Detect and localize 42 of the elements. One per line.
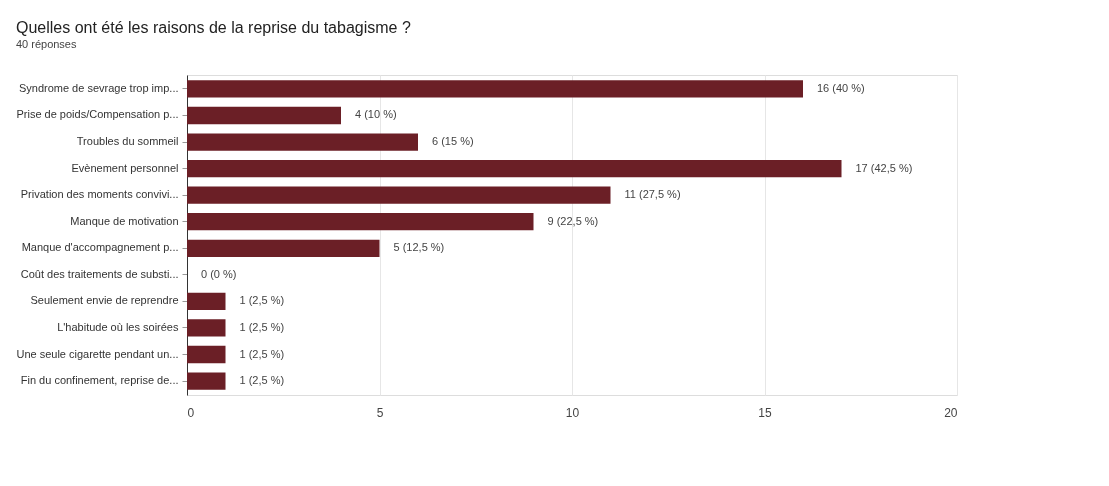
y-tick-label: Fin du confinement, reprise de...	[20, 374, 179, 387]
data-label: 6 (15 %)	[432, 135, 474, 148]
data-label: 1 (2,5 %)	[239, 347, 285, 360]
bar	[187, 319, 226, 337]
y-tick-label: Une seule cigarette pendant un...	[16, 347, 179, 360]
y-tick-label: Coût des traitements de substi...	[20, 267, 179, 280]
data-label: 1 (2,5 %)	[239, 374, 285, 387]
y-tick-label: Seulement envie de reprendre	[30, 294, 179, 307]
text: 40 réponses	[15, 38, 77, 50]
bar	[187, 345, 226, 364]
data-label: 5 (12,5 %)	[393, 241, 445, 254]
y-tick-label: Troubles du sommeil	[76, 135, 179, 148]
bar	[187, 133, 418, 151]
data-label: 11 (27,5 %)	[624, 188, 681, 201]
bar	[187, 239, 380, 257]
bar	[187, 186, 611, 204]
x-tick-label: 15	[758, 405, 772, 420]
bar	[187, 80, 803, 98]
y-tick-label: Syndrome de sevrage trop imp...	[18, 81, 179, 94]
x-tick-label: 20	[944, 405, 958, 420]
data-label: 16 (40 %)	[817, 81, 865, 94]
x-tick-label: 0	[187, 405, 195, 420]
x-tick-label: 10	[565, 405, 580, 420]
data-label: 1 (2,5 %)	[239, 320, 285, 333]
data-label: 1 (2,5 %)	[239, 294, 285, 307]
data-label: 4 (10 %)	[355, 108, 397, 121]
data-label: 0 (0 %)	[201, 267, 237, 280]
bar	[187, 372, 226, 390]
bar	[187, 213, 534, 231]
x-tick-label: 5	[376, 405, 384, 420]
y-tick-label: Manque de motivation	[70, 214, 179, 227]
bar	[187, 159, 842, 178]
y-tick-label: Privation des moments convivi...	[20, 188, 179, 201]
y-tick-label: Evènement personnel	[71, 161, 179, 174]
data-label: 9 (22,5 %)	[547, 214, 599, 227]
y-tick-label: Prise de poids/Compensation p...	[16, 108, 179, 121]
y-tick-label: L'habitude où les soirées	[57, 320, 179, 333]
data-label: 17 (42,5 %)	[855, 161, 913, 174]
bar	[187, 292, 226, 311]
chart-title: Quelles ont été les raisons de la reprise du tabagisme ?	[15, 19, 411, 36]
bar	[187, 106, 341, 125]
y-tick-label: Manque d'accompagnement p...	[21, 241, 179, 254]
